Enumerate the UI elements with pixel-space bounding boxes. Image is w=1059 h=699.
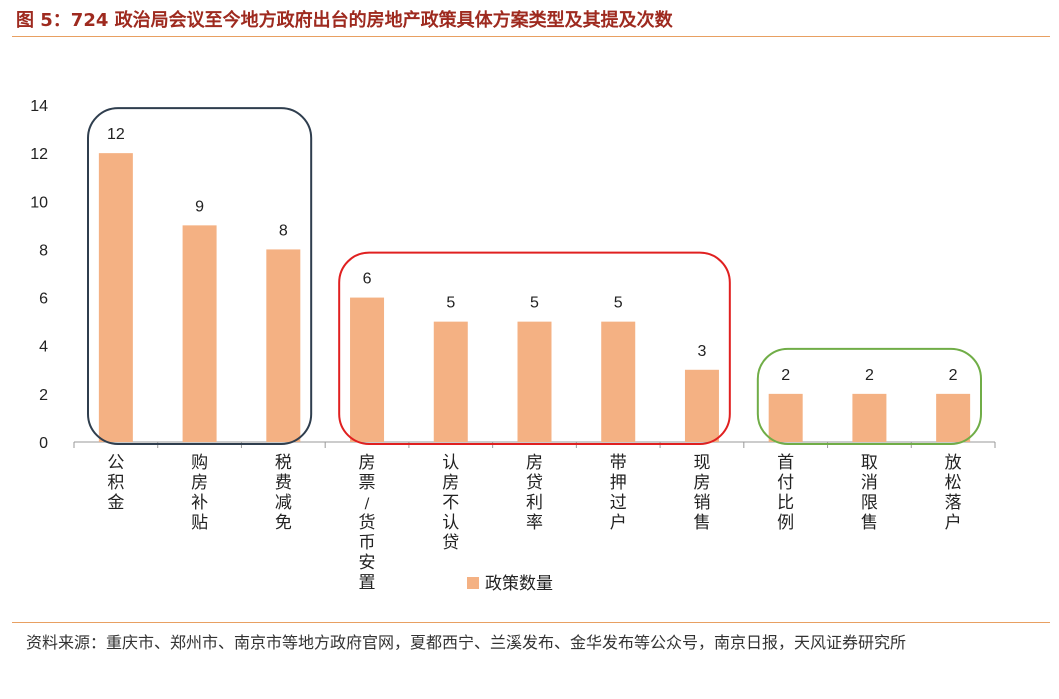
y-tick-label: 2: [39, 387, 48, 404]
x-tick-label: 认房不认贷: [442, 453, 459, 553]
y-tick-label: 6: [39, 291, 48, 308]
x-tick-label: 带押过户: [610, 453, 627, 533]
source-divider: [12, 622, 1050, 623]
data-label: 5: [614, 295, 623, 312]
x-tick-label: 房贷利率: [526, 453, 543, 533]
data-label: 2: [865, 367, 874, 384]
bar: [852, 393, 887, 442]
x-tick-label: 首付比例: [777, 453, 794, 533]
bar: [601, 321, 636, 442]
x-tick-label: 公积金: [107, 453, 124, 513]
y-tick-label: 0: [39, 435, 48, 452]
bar: [266, 249, 301, 442]
data-label: 6: [363, 271, 372, 288]
data-label: 2: [949, 367, 958, 384]
y-tick-label: 14: [30, 98, 48, 115]
title-divider: [12, 6, 1050, 37]
x-tick-label: 放松落户: [945, 453, 962, 533]
group-outline: [338, 251, 731, 445]
bar: [98, 153, 133, 442]
source-note: 资料来源：重庆市、郑州市、南京市等地方政府官网，夏都西宁、兰溪发布、金华发布等公…: [26, 633, 907, 652]
data-label: 8: [279, 222, 288, 239]
y-tick-label: 8: [39, 242, 48, 259]
bar: [684, 369, 719, 442]
data-label: 3: [698, 343, 707, 360]
data-label: 9: [195, 198, 204, 215]
group-outline: [87, 107, 313, 446]
bar-chart: 0 2 4 6 8 10 12 14 12 公积金 9 购房补贴 8 税费减免 6 房票/货币安置 5 认房不认贷…: [0, 40, 1059, 620]
x-tick-label: 税费减免: [275, 453, 292, 533]
bar: [936, 393, 971, 442]
data-label: 5: [446, 295, 455, 312]
figure-title: 图 5：724 政治局会议至今地方政府出台的房地产政策具体方案类型及其提及次数: [16, 10, 673, 31]
y-tick-label: 12: [30, 146, 48, 163]
data-label: 5: [530, 295, 539, 312]
bar: [768, 393, 803, 442]
y-tick-label: 4: [39, 339, 48, 356]
group-outline: [756, 347, 982, 446]
chart-svg: 0 2 4 6 8 10 12 14 12 公积金 9 购房补贴 8 税费减免 6 房票/货币安置 5 认房不认贷…: [30, 98, 996, 594]
data-label: 2: [781, 367, 790, 384]
data-label: 12: [107, 126, 125, 143]
bar: [517, 321, 552, 442]
bar: [350, 297, 385, 442]
legend-label: 政策数量: [485, 574, 553, 594]
x-tick-label: 现房销售: [693, 453, 710, 533]
x-tick-label: 房票/货币安置: [359, 453, 376, 593]
bar: [182, 225, 217, 442]
bar: [433, 321, 468, 442]
x-tick-label: 购房补贴: [191, 453, 208, 533]
y-tick-label: 10: [30, 194, 48, 211]
legend-swatch: [467, 577, 479, 589]
x-tick-label: 取消限售: [861, 453, 878, 533]
